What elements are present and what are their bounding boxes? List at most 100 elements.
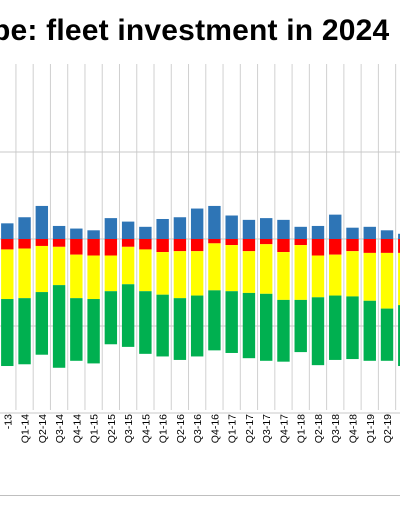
bar-segment-q4-14-s0: [70, 228, 83, 239]
bar-segment-q1-14-s3: [18, 298, 31, 365]
bar-segment-q4-14-s3: [70, 298, 83, 361]
bar-segment-q4-17-s0: [277, 219, 290, 239]
bar-segment-q4-14-s2: [70, 254, 83, 299]
bar-segment-q2-15-s1: [104, 239, 118, 256]
bar-segment-q4-17-s1: [277, 239, 290, 253]
bar-segment-q2-19-s1: [380, 239, 394, 253]
bar-segment-q3-14-s0: [52, 225, 66, 239]
x-tick-label: Q1-15: [89, 414, 101, 443]
x-tick-label: Q3-15: [123, 414, 135, 443]
x-tick-label: Q4-17: [278, 414, 290, 443]
bar-segment-q3-18-s3: [329, 295, 342, 360]
bar-segment-q1-17-s0: [225, 215, 238, 239]
bar-segment-q1-18-s3: [294, 299, 307, 353]
bar-segment-q3-16-s0: [190, 208, 204, 239]
bar-segment-q2-16-s3: [173, 298, 187, 360]
bar-segment-q3-19-s3: [398, 305, 400, 367]
bar-segment-q4-13-s2: [1, 249, 14, 300]
bar-segment-q1-15-s0: [87, 230, 100, 239]
bar-segment-q2-19-s2: [380, 252, 394, 309]
x-tick-label: Q1-19: [365, 414, 377, 443]
bar-segment-q3-14-s1: [52, 239, 66, 247]
x-tick-label: -13: [2, 414, 14, 429]
bar-segment-q4-16-s3: [208, 290, 221, 351]
bar-segment-q1-17-s2: [225, 245, 238, 292]
bar-segment-q1-14-s2: [18, 248, 31, 299]
bar-segment-q1-18-s2: [294, 245, 307, 300]
x-tick-label: Q4-18: [348, 414, 360, 443]
bar-segment-q3-16-s2: [190, 251, 204, 296]
bar-segment-q2-19-s3: [380, 308, 394, 361]
bar-segment-q4-15-s0: [139, 226, 152, 239]
bar-segment-q1-19-s0: [363, 226, 376, 239]
bar-segment-q4-13-s1: [1, 239, 14, 250]
bar-segment-q3-17-s1: [260, 239, 273, 245]
x-tick-label: Q2-17: [244, 414, 256, 443]
x-tick-label: Q3-18: [330, 414, 342, 443]
bar-segment-q3-15-s3: [121, 284, 135, 347]
bar-segment-q3-17-s3: [260, 293, 273, 361]
bar-segment-q3-15-s0: [121, 221, 135, 239]
x-tick-label: Q1-17: [227, 414, 239, 443]
bar-segment-q1-17-s1: [225, 239, 238, 246]
bar-segment-q2-17-s0: [242, 219, 256, 239]
bar-segment-q4-16-s1: [208, 239, 221, 244]
x-tick-label: Q4-15: [140, 414, 152, 443]
bar-segment-q1-16-s2: [156, 252, 169, 295]
bar-segment-q1-18-s1: [294, 239, 307, 246]
bar-segment-q4-16-s0: [208, 205, 221, 239]
bar-segment-q4-13-s3: [1, 299, 14, 367]
bar-segment-q3-19-s0: [398, 233, 400, 239]
bar-segment-q4-18-s1: [346, 239, 359, 252]
bar-segment-q3-14-s3: [52, 285, 66, 368]
bar-segment-q2-15-s3: [104, 291, 118, 345]
bar-segment-q4-18-s0: [346, 227, 359, 239]
bar-segment-q1-15-s3: [87, 299, 100, 364]
bar-segment-q2-18-s0: [311, 225, 325, 239]
x-tick-label: Q2-15: [106, 414, 118, 443]
bar-segment-q2-18-s2: [311, 255, 325, 298]
bar-segment-q4-18-s3: [346, 296, 359, 360]
bar-segment-q4-16-s2: [208, 243, 221, 291]
bar-segment-q2-16-s2: [173, 251, 187, 299]
bar-segment-q3-17-s0: [260, 218, 273, 239]
x-tick-label: Q4-14: [71, 414, 83, 443]
bar-segment-q1-14-s0: [18, 217, 31, 239]
bar-segment-q2-14-s0: [35, 205, 49, 239]
bar-segment-q2-18-s1: [311, 239, 325, 256]
x-tick-label: Q3-14: [54, 414, 66, 443]
bar-segment-q1-19-s3: [363, 300, 376, 361]
bar-segment-q4-15-s2: [139, 249, 152, 292]
bar-segment-q3-18-s1: [329, 239, 342, 255]
bar-segment-q2-17-s2: [242, 251, 256, 293]
x-tick-label: Q2-18: [313, 414, 325, 443]
x-tick-label: Q1-16: [158, 414, 170, 443]
bars: [1, 205, 400, 368]
bar-segment-q1-19-s2: [363, 252, 376, 301]
x-tick-labels: -13 Q1-14 Q2-14 Q3-14 Q4-14 Q1-15 Q2-15 Q3-15 Q4…: [2, 414, 400, 443]
bar-segment-q3-16-s3: [190, 295, 204, 357]
bar-segment-q3-15-s1: [121, 239, 135, 247]
x-tick-label: Q2-16: [175, 414, 187, 443]
chart-bottom-border: [0, 495, 400, 496]
x-tick-label: Q3-17: [261, 414, 273, 443]
bar-segment-q1-17-s3: [225, 291, 238, 353]
bar-segment-q4-17-s3: [277, 299, 290, 362]
bar-segment-q2-17-s1: [242, 239, 256, 252]
bar-segment-q3-18-s0: [329, 214, 342, 239]
x-tick-label: Q4-16: [209, 414, 221, 443]
bar-segment-q4-13-s0: [1, 223, 14, 239]
bar-segment-q3-19-s1: [398, 239, 400, 253]
bar-segment-q2-19-s0: [380, 230, 394, 239]
bar-segment-q4-15-s1: [139, 239, 152, 250]
bar-segment-q4-15-s3: [139, 291, 152, 354]
bar-segment-q2-16-s1: [173, 239, 187, 252]
bar-segment-q2-14-s3: [35, 292, 49, 355]
bar-segment-q4-18-s2: [346, 251, 359, 297]
x-tick-label: Q2-14: [37, 414, 49, 443]
bar-segment-q2-15-s0: [104, 218, 118, 239]
bar-segment-q3-15-s2: [121, 246, 135, 285]
bar-segment-q1-18-s0: [294, 226, 307, 239]
bar-segment-q3-18-s2: [329, 254, 342, 296]
